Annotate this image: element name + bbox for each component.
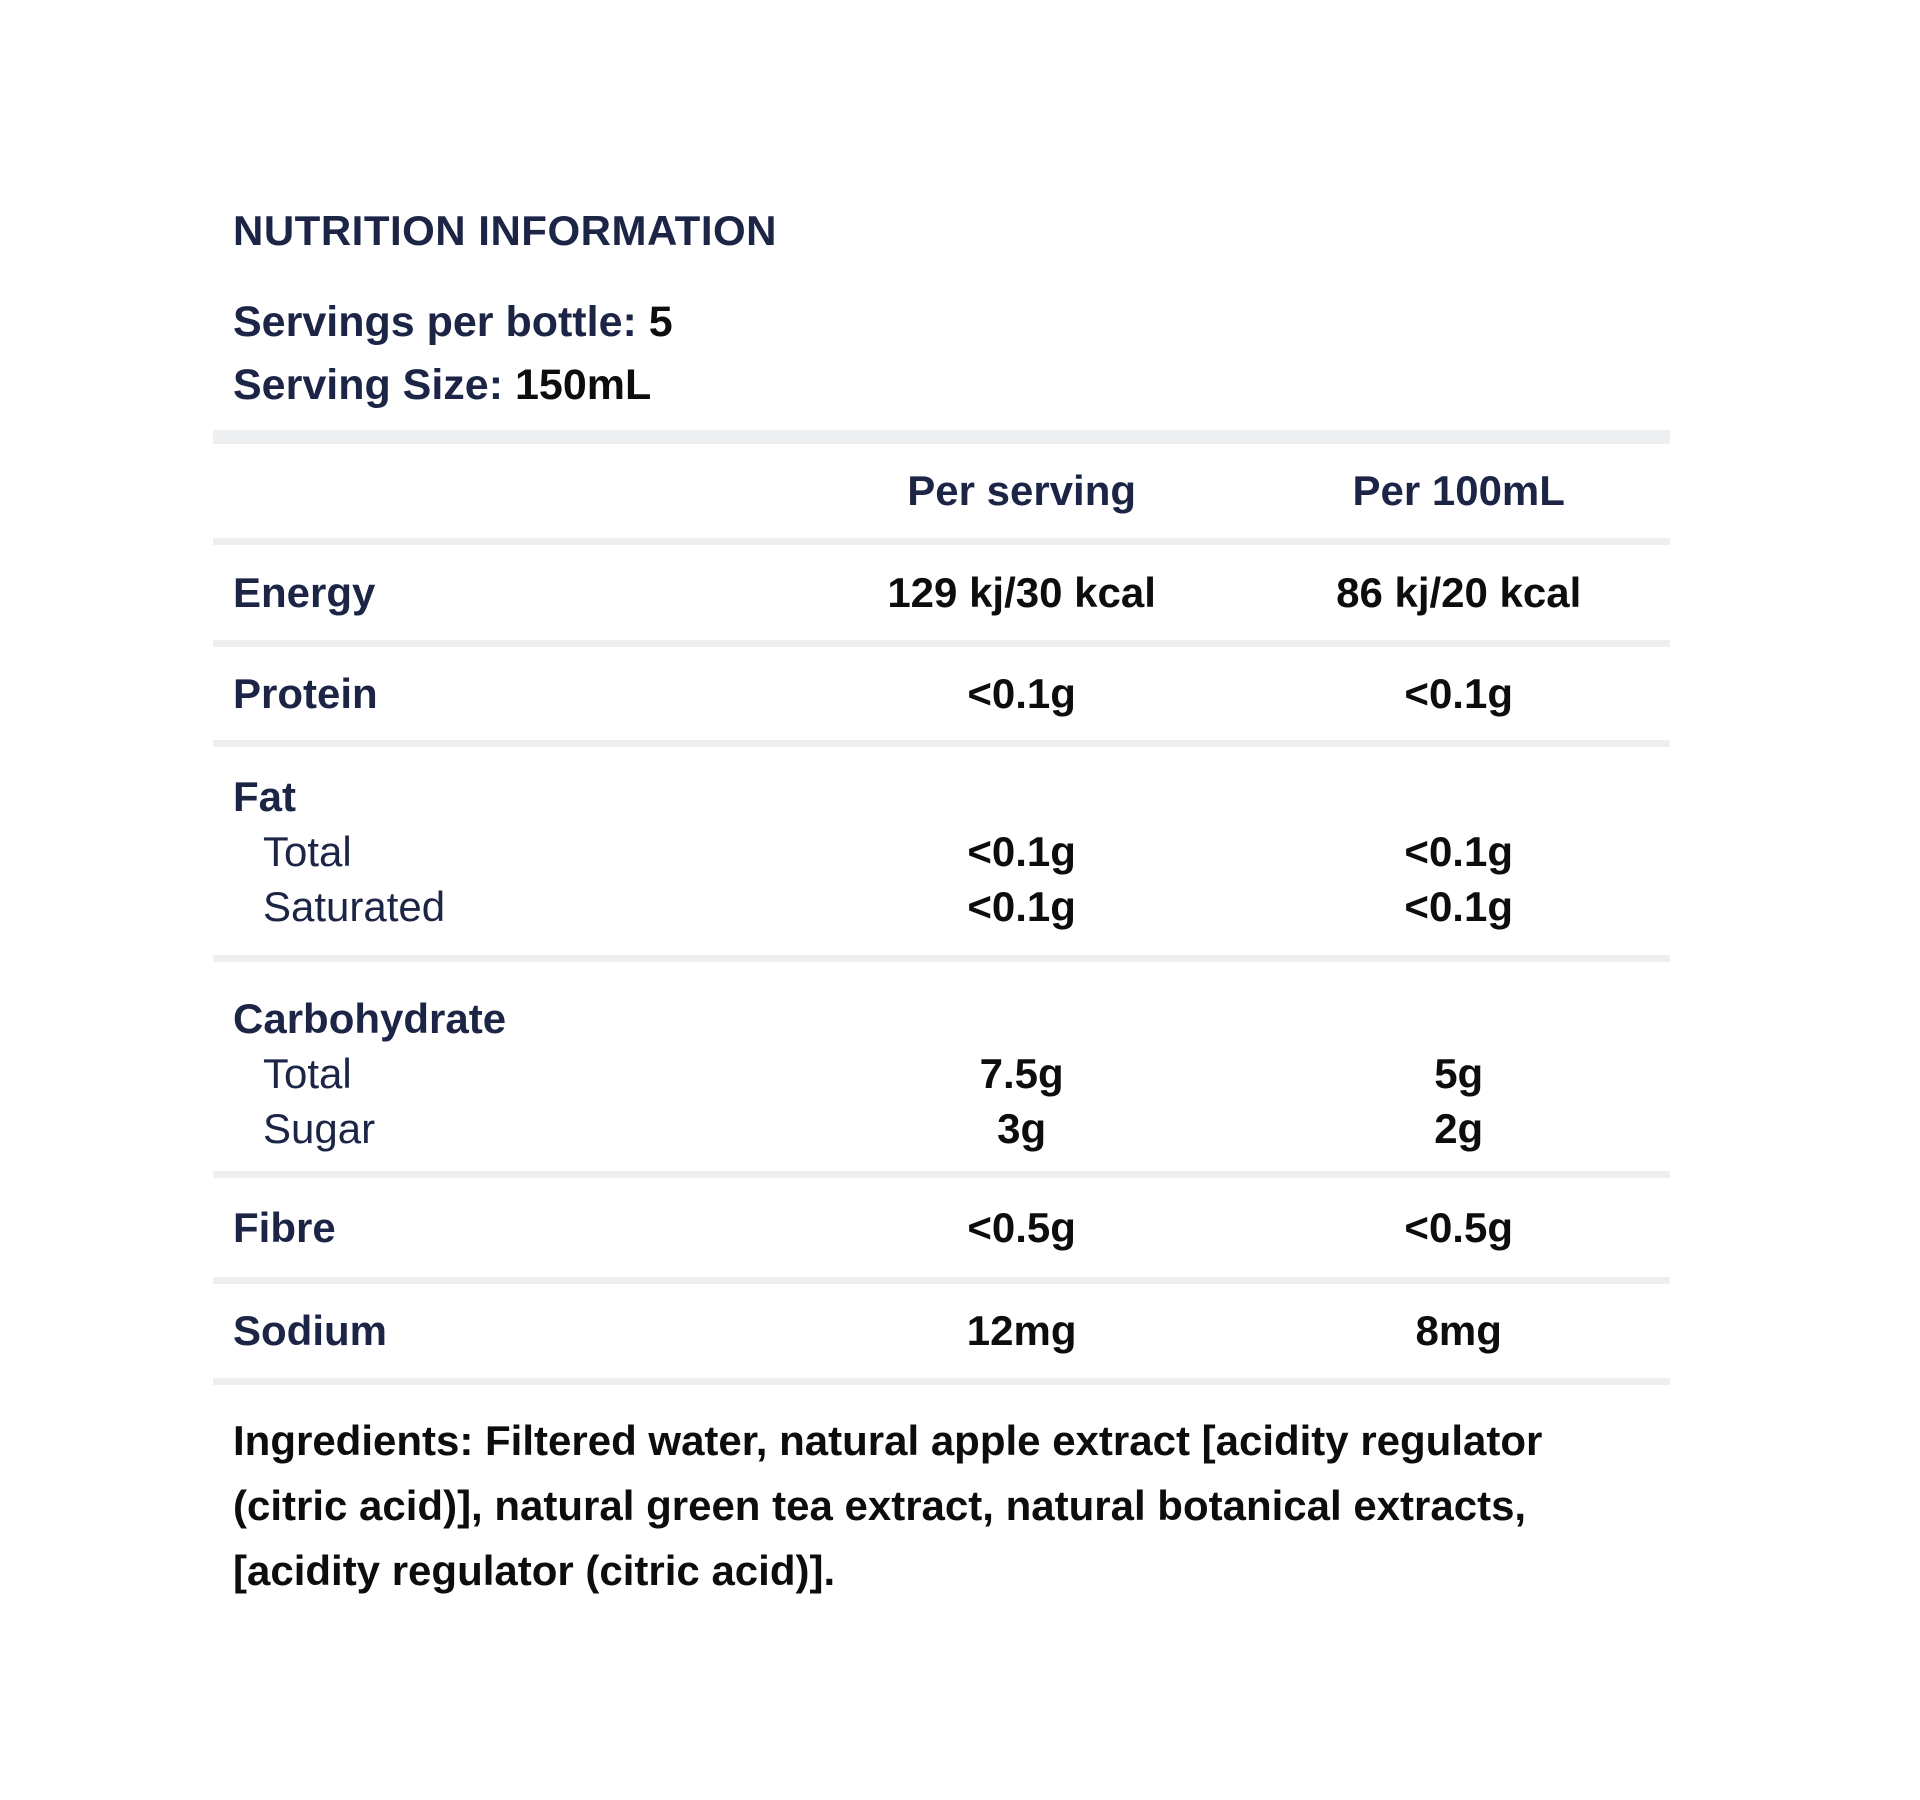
row-divider xyxy=(213,1277,1670,1284)
ingredients-text: Filtered water, natural apple extract [a… xyxy=(233,1417,1543,1594)
carb-total-label: Total xyxy=(263,1049,352,1097)
fat-total-label: Total xyxy=(263,827,352,875)
nutrition-table: Per serving Per 100mL Energy 129 kj/30 k… xyxy=(213,430,1670,1385)
table-top-bar xyxy=(213,430,1670,444)
table-row-fat-total: Total <0.1g <0.1g xyxy=(213,824,1670,879)
table-row-carb-sugar: Sugar 3g 2g xyxy=(213,1101,1670,1156)
protein-label: Protein xyxy=(233,669,378,717)
row-divider xyxy=(213,640,1670,647)
energy-per-serving: 129 kj/30 kcal xyxy=(887,568,1156,616)
protein-per-serving: <0.1g xyxy=(967,669,1076,717)
sodium-label: Sodium xyxy=(233,1307,387,1354)
table-group-fat: Fat Total <0.1g <0.1g Saturated <0.1g <0… xyxy=(213,747,1670,955)
servings-per-bottle-line: Servings per bottle: 5 xyxy=(233,296,673,348)
protein-per-100ml: <0.1g xyxy=(1404,669,1513,717)
energy-label: Energy xyxy=(233,568,376,616)
carb-sugar-per-serving: 3g xyxy=(997,1104,1047,1152)
fat-saturated-label: Saturated xyxy=(263,882,446,930)
row-divider xyxy=(213,955,1670,962)
row-divider xyxy=(213,538,1670,545)
serving-size-line: Serving Size: 150mL xyxy=(233,359,651,411)
serving-size-label: Serving Size: xyxy=(233,361,504,409)
servings-per-bottle-label: Servings per bottle: xyxy=(233,298,637,346)
fat-total-per-100ml: <0.1g xyxy=(1404,827,1513,875)
carb-sugar-label: Sugar xyxy=(263,1104,376,1152)
fibre-per-100ml: <0.5g xyxy=(1404,1203,1513,1251)
table-row-energy: Energy 129 kj/30 kcal 86 kj/20 kcal xyxy=(213,545,1670,640)
ingredients-paragraph: Ingredients: Filtered water, natural app… xyxy=(233,1408,1599,1603)
fat-group-title: Fat xyxy=(233,772,296,820)
table-row-sodium: Sodium 12mg 8mg xyxy=(213,1284,1670,1378)
sodium-per-100ml: 8mg xyxy=(1415,1307,1502,1354)
table-row-carb-total: Total 7.5g 5g xyxy=(213,1046,1670,1101)
fat-saturated-per-serving: <0.1g xyxy=(967,882,1076,930)
carb-sugar-per-100ml: 2g xyxy=(1434,1104,1484,1152)
table-row-fat-saturated: Saturated <0.1g <0.1g xyxy=(213,879,1670,934)
ingredients-label: Ingredients: xyxy=(233,1417,474,1464)
table-row-fibre: Fibre <0.5g <0.5g xyxy=(213,1178,1670,1277)
fat-total-per-serving: <0.1g xyxy=(967,827,1076,875)
row-divider xyxy=(213,1171,1670,1178)
carb-total-per-100ml: 5g xyxy=(1434,1049,1484,1097)
header-per-100ml: Per 100mL xyxy=(1352,467,1565,514)
servings-per-bottle-value: 5 xyxy=(648,298,673,346)
carbohydrate-group-title: Carbohydrate xyxy=(233,994,507,1042)
table-group-carbohydrate: Carbohydrate Total 7.5g 5g Sugar 3g 2g xyxy=(213,962,1670,1171)
fat-saturated-per-100ml: <0.1g xyxy=(1404,882,1513,930)
carb-total-per-serving: 7.5g xyxy=(979,1049,1064,1097)
energy-per-100ml: 86 kj/20 kcal xyxy=(1336,568,1582,616)
page-title: NUTRITION INFORMATION xyxy=(233,207,777,254)
table-row-protein: Protein <0.1g <0.1g xyxy=(213,647,1670,740)
fibre-label: Fibre xyxy=(233,1203,336,1251)
fibre-per-serving: <0.5g xyxy=(967,1203,1076,1251)
row-divider xyxy=(213,1378,1670,1385)
row-divider xyxy=(213,740,1670,747)
sodium-per-serving: 12mg xyxy=(966,1307,1077,1354)
serving-size-value: 150mL xyxy=(514,361,652,409)
header-per-serving: Per serving xyxy=(907,467,1137,514)
table-header-row: Per serving Per 100mL xyxy=(213,444,1670,538)
